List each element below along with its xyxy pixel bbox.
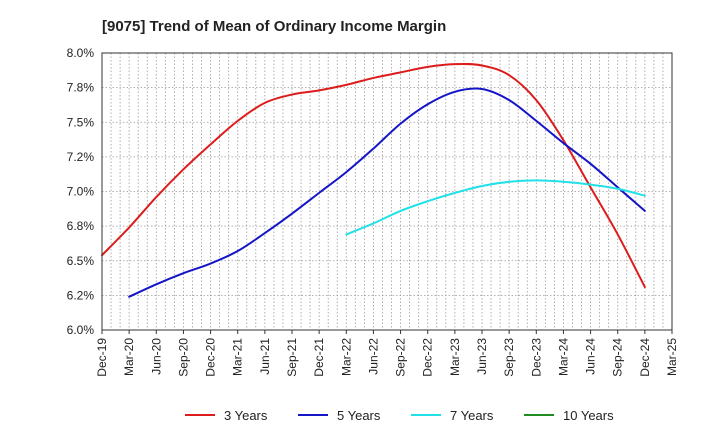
series-line-1 — [101, 62, 646, 289]
y-tick-label: 8.0% — [67, 46, 95, 60]
x-tick-label: Mar-23 — [448, 338, 462, 376]
x-tick-label: Dec-22 — [421, 338, 435, 377]
x-tick-label: Sep-20 — [176, 338, 190, 377]
y-tick-label: 6.5% — [67, 254, 95, 268]
x-tick-label: Dec-19 — [95, 338, 109, 377]
series-layer — [101, 62, 646, 298]
plot-frame — [101, 52, 673, 331]
y-tick-label: 6.2% — [67, 288, 95, 302]
legend-label: 3 Years — [224, 408, 268, 423]
x-tick-label: Jun-23 — [475, 338, 489, 375]
legend-label: 7 Years — [450, 408, 494, 423]
x-tick-label: Dec-21 — [312, 338, 326, 377]
y-tick-label: 7.0% — [67, 185, 95, 199]
x-tick-label: Dec-24 — [638, 338, 652, 377]
legend: 3 Years 5 Years 7 Years 10 Years — [185, 408, 614, 423]
x-tick-label: Sep-22 — [394, 338, 408, 377]
series-line-3 — [345, 179, 646, 236]
y-tick-label: 7.2% — [67, 150, 95, 164]
y-tick-label: 7.8% — [67, 81, 95, 95]
x-tick-label: Sep-21 — [285, 338, 299, 377]
y-tick-label: 6.0% — [67, 323, 95, 337]
legend-label: 5 Years — [337, 408, 381, 423]
x-tick-label: Mar-22 — [339, 338, 353, 376]
x-tick-label: Jun-22 — [366, 338, 380, 375]
y-tick-label: 6.8% — [67, 219, 95, 233]
y-tick-label: 7.5% — [67, 115, 95, 129]
x-tick-label: Jun-20 — [149, 338, 163, 375]
x-tick-label: Dec-23 — [529, 338, 543, 377]
chart-title: [9075] Trend of Mean of Ordinary Income … — [102, 18, 446, 35]
series-line-2 — [128, 87, 646, 298]
x-tick-label: Sep-24 — [611, 338, 625, 377]
y-axis: 6.0% 6.2% 6.5% 6.8% 7.0% 7.2% 7.5% 7.8% 8.0% — [67, 46, 95, 337]
x-tick-label: Mar-24 — [556, 338, 570, 376]
x-axis: Dec-19 Mar-20 Jun-20 Sep-20 Dec-20 Mar-21 Jun-… — [95, 330, 679, 377]
x-tick-label: Mar-25 — [665, 338, 679, 376]
x-tick-label: Sep-23 — [502, 338, 516, 377]
x-tick-label: Mar-20 — [122, 338, 136, 376]
x-tick-label: Jun-21 — [258, 338, 272, 375]
legend-label: 10 Years — [563, 408, 614, 423]
x-tick-label: Mar-21 — [231, 338, 245, 376]
x-tick-label: Dec-20 — [204, 338, 218, 377]
x-tick-label: Jun-24 — [584, 338, 598, 375]
